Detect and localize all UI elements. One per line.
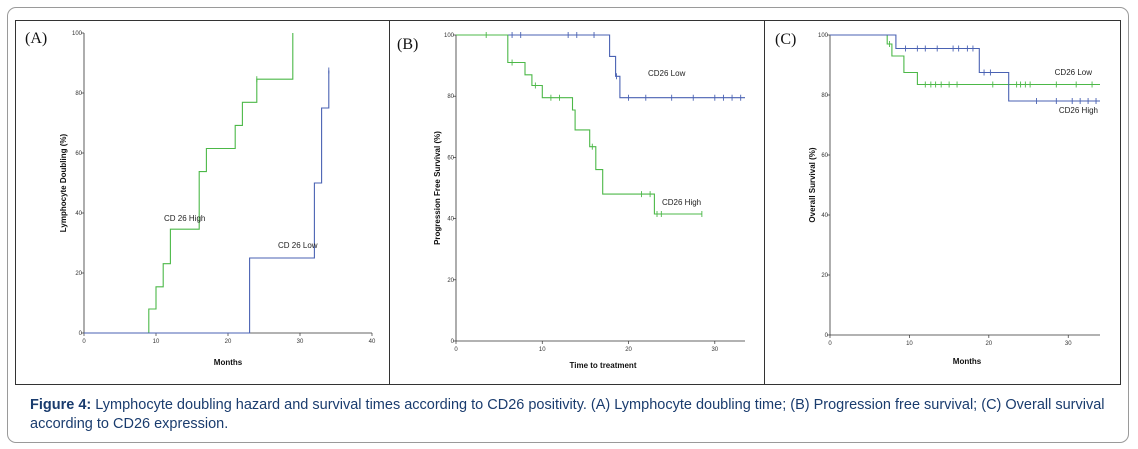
y-tick-label: 20 (447, 278, 454, 284)
y-tick-label: 100 (818, 33, 829, 39)
x-tick-label: 10 (906, 341, 913, 347)
x-axis-title: Time to treatment (570, 361, 637, 370)
series-label: CD26 High (662, 198, 701, 207)
series-label: CD26 Low (648, 69, 686, 78)
series-line (456, 34, 745, 99)
x-tick-label: 0 (828, 341, 832, 347)
x-axis-title: Months (214, 358, 243, 367)
y-axis-title: Overall Survival (%) (808, 147, 817, 222)
x-tick-label: 10 (153, 339, 160, 345)
x-tick-label: 20 (985, 341, 992, 347)
y-tick-label: 0 (451, 339, 455, 345)
y-axis-title: Progression Free Survival (%) (433, 131, 442, 245)
panel-letter: (C) (775, 31, 796, 48)
caption-label: Figure 4: (30, 397, 92, 413)
y-tick-label: 20 (75, 271, 82, 277)
series-label: CD 26 High (164, 214, 205, 223)
x-tick-label: 30 (711, 347, 718, 353)
y-tick-label: 80 (821, 93, 828, 99)
y-tick-label: 80 (75, 91, 82, 97)
x-axis-title: Months (953, 357, 982, 366)
series-line (830, 34, 1100, 102)
panel-letter: (B) (397, 36, 418, 53)
y-tick-label: 40 (447, 217, 454, 223)
y-tick-label: 80 (447, 94, 454, 100)
figure-caption: Figure 4: Lymphocyte doubling hazard and… (30, 396, 1120, 434)
y-tick-label: 20 (821, 273, 828, 279)
x-tick-label: 0 (454, 347, 458, 353)
x-tick-label: 30 (297, 339, 304, 345)
x-tick-label: 0 (82, 339, 86, 345)
series-label: CD 26 Low (278, 241, 318, 250)
x-tick-label: 20 (625, 347, 632, 353)
y-tick-label: 60 (75, 151, 82, 157)
y-tick-label: 40 (75, 211, 82, 217)
y-tick-label: 100 (72, 31, 83, 37)
panels-box (15, 20, 1121, 385)
series-line (456, 34, 702, 215)
x-tick-label: 40 (369, 339, 376, 345)
panel-letter: (A) (25, 30, 47, 47)
y-tick-label: 0 (825, 333, 829, 339)
x-tick-label: 10 (539, 347, 546, 353)
series-line (830, 34, 1100, 86)
series-label: CD26 High (1059, 106, 1098, 115)
series-line (84, 70, 330, 334)
x-tick-label: 30 (1065, 341, 1072, 347)
y-axis-title: Lymphocyte Doubling (%) (59, 133, 68, 232)
y-tick-label: 100 (444, 33, 455, 39)
y-tick-label: 0 (79, 331, 83, 337)
panel-divider (389, 20, 390, 385)
caption-text: Lymphocyte doubling hazard and survival … (30, 397, 1105, 432)
y-tick-label: 40 (821, 213, 828, 219)
series-line (84, 33, 294, 334)
figure-frame (7, 7, 1129, 443)
y-tick-label: 60 (447, 155, 454, 161)
panel-divider (764, 20, 765, 385)
series-label: CD26 Low (1055, 68, 1093, 77)
y-tick-label: 60 (821, 153, 828, 159)
x-tick-label: 20 (225, 339, 232, 345)
